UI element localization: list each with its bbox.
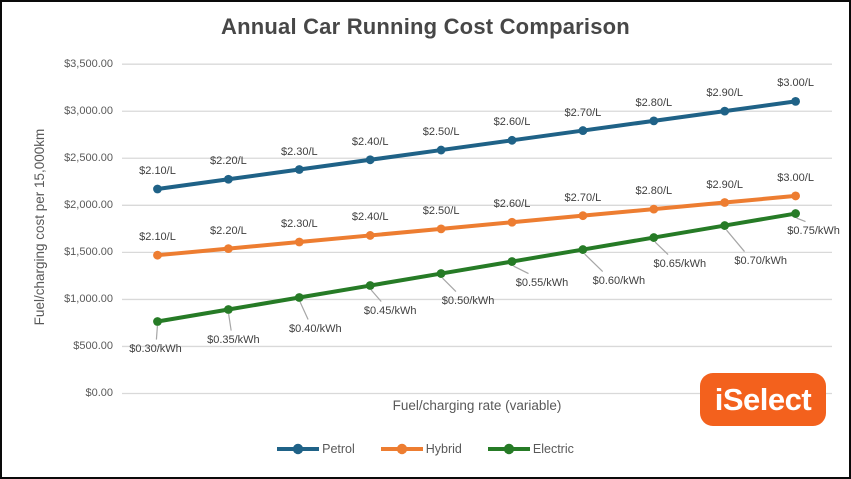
data-point-marker-electric	[791, 209, 800, 218]
series-line-petrol	[155, 99, 798, 192]
y-tick-label: $3,500.00	[64, 57, 113, 70]
y-tick-label: $3,000.00	[64, 104, 113, 117]
data-point-label-electric: $0.55/kWh	[515, 276, 569, 289]
data-point-marker-electric	[153, 317, 162, 326]
legend-label: Electric	[532, 442, 574, 456]
data-point-label-hybrid: $2.50/L	[422, 204, 460, 217]
legend-label: Petrol	[322, 442, 355, 456]
leader-line	[513, 265, 529, 275]
data-point-marker-electric	[294, 293, 304, 302]
data-point-label-petrol: $2.80/L	[635, 96, 673, 109]
x-axis-title: Fuel/charging rate (variable)	[392, 398, 562, 413]
y-tick-label: $0.00	[85, 387, 113, 399]
data-point-label-petrol: $2.70/L	[564, 106, 602, 119]
leader-line	[654, 241, 669, 255]
data-point-marker-hybrid	[578, 211, 588, 221]
data-point-label-electric: $0.60/kWh	[592, 274, 646, 287]
data-point-label-electric: $0.70/kWh	[734, 254, 787, 267]
data-point-marker-hybrid	[720, 198, 730, 207]
data-point-label-electric: $0.65/kWh	[653, 257, 707, 270]
iselect-logo-text: iSelect	[714, 381, 812, 417]
data-point-marker-petrol	[224, 174, 233, 184]
data-point-label-electric: $0.30/kWh	[129, 342, 182, 355]
leader-line	[370, 289, 382, 302]
data-point-label-hybrid: $2.20/L	[210, 224, 247, 237]
data-point-marker-petrol	[578, 126, 588, 135]
data-point-marker-petrol	[791, 96, 800, 106]
data-point-marker-electric	[720, 221, 730, 230]
data-point-marker-electric	[507, 257, 517, 266]
data-point-label-hybrid: $2.60/L	[493, 198, 531, 211]
data-point-marker-electric	[578, 245, 588, 254]
data-point-marker-hybrid	[507, 217, 517, 227]
leader-line	[796, 217, 806, 223]
data-point-marker-hybrid	[436, 224, 446, 234]
data-point-label-petrol: $2.90/L	[706, 87, 744, 100]
y-tick-label: $1,500.00	[64, 245, 113, 258]
data-point-label-hybrid: $2.10/L	[139, 231, 176, 244]
data-point-marker-petrol	[507, 135, 517, 145]
data-point-marker-hybrid	[224, 244, 233, 254]
leader-line	[726, 229, 745, 252]
data-point-marker-electric	[365, 281, 375, 290]
legend-marker-petrol	[277, 443, 320, 455]
data-point-label-hybrid: $2.70/L	[564, 191, 602, 204]
data-point-label-hybrid: $2.90/L	[706, 178, 744, 191]
leader-line	[228, 313, 232, 331]
legend-marker-hybrid	[380, 443, 423, 455]
y-tick-label: $2,000.00	[64, 198, 113, 211]
data-point-marker-petrol	[436, 145, 446, 155]
series-line-hybrid	[155, 193, 798, 258]
data-point-marker-petrol	[649, 116, 659, 126]
leader-line	[299, 301, 309, 320]
legend-item-electric: Electric	[487, 442, 574, 456]
y-tick-label: $2,500.00	[64, 151, 113, 164]
data-point-label-petrol: $2.20/L	[210, 155, 247, 168]
data-point-label-hybrid: $2.40/L	[351, 211, 389, 224]
leader-line	[155, 325, 158, 340]
data-point-label-electric: $0.50/kWh	[441, 294, 495, 307]
data-point-marker-electric	[649, 233, 659, 242]
data-point-label-electric: $0.35/kWh	[207, 333, 260, 346]
leader-line	[442, 277, 457, 292]
y-tick-label: $500.00	[73, 339, 113, 352]
data-point-label-electric: $0.45/kWh	[363, 304, 417, 317]
y-tick-label: $1,000.00	[64, 292, 113, 305]
data-point-label-hybrid: $3.00/L	[777, 171, 814, 184]
data-point-marker-electric	[436, 269, 446, 278]
data-point-marker-hybrid	[649, 204, 659, 214]
legend: Petrol Hybrid Electric	[2, 442, 849, 456]
data-point-marker-petrol	[365, 155, 375, 165]
data-point-label-petrol: $2.50/L	[422, 126, 460, 139]
data-point-marker-hybrid	[294, 237, 304, 247]
data-point-marker-petrol	[294, 165, 304, 174]
legend-item-petrol: Petrol	[277, 442, 355, 456]
data-point-label-hybrid: $2.30/L	[280, 218, 318, 231]
leader-line	[584, 253, 604, 272]
legend-marker-electric	[487, 443, 530, 455]
series-line-electric	[155, 211, 798, 324]
data-point-marker-hybrid	[791, 191, 800, 201]
data-point-marker-petrol	[153, 184, 162, 194]
data-point-label-petrol: $3.00/L	[777, 77, 814, 90]
data-point-label-petrol: $2.30/L	[280, 145, 318, 158]
legend-label: Hybrid	[425, 442, 462, 456]
data-point-label-petrol: $2.60/L	[493, 116, 531, 129]
iselect-logo: iSelect	[700, 373, 826, 426]
data-point-label-hybrid: $2.80/L	[635, 185, 673, 198]
data-point-label-petrol: $2.10/L	[139, 165, 176, 177]
data-point-marker-electric	[224, 305, 233, 314]
chart-title: Annual Car Running Cost Comparison	[221, 14, 630, 39]
legend-item-hybrid: Hybrid	[380, 442, 462, 456]
data-point-label-petrol: $2.40/L	[351, 135, 389, 148]
data-point-marker-hybrid	[153, 250, 162, 260]
data-point-label-electric: $0.40/kWh	[289, 322, 342, 335]
data-point-marker-petrol	[720, 106, 730, 116]
data-point-label-electric: $0.75/kWh	[787, 224, 840, 237]
data-point-marker-hybrid	[365, 231, 375, 240]
